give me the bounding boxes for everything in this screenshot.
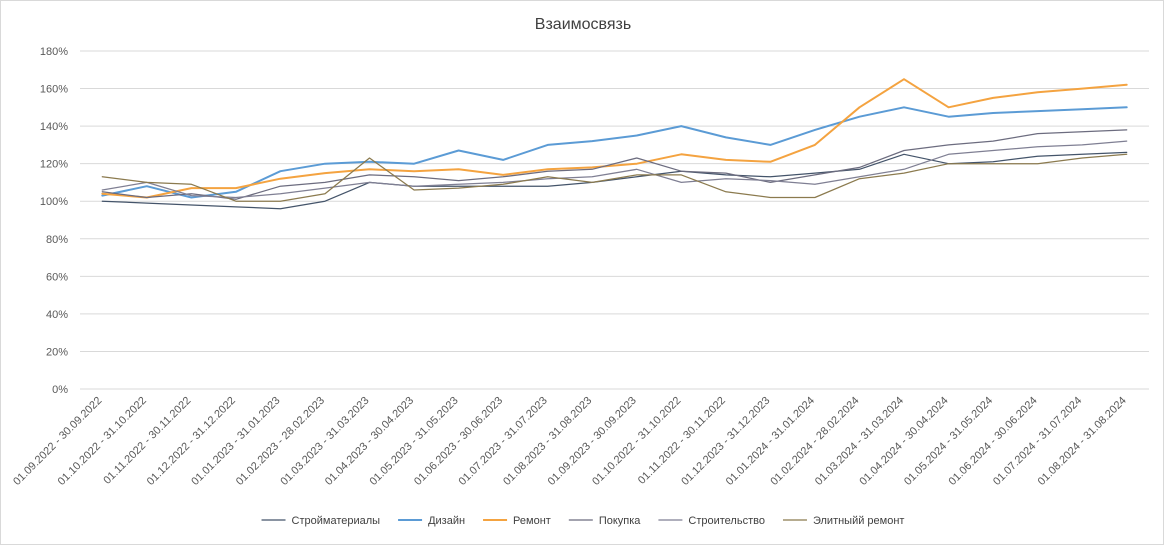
- x-tick-label: 01.02.2024 - 28.02.2024: [768, 395, 861, 488]
- y-tick-label: 20%: [46, 346, 68, 358]
- y-axis-ticks: 0% 20% 40% 60% 80% 100% 120% 140% 160% 180%: [40, 46, 68, 396]
- x-tick-label: 01.11.2022 - 30.11.2022: [636, 395, 728, 487]
- x-tick-label: 01.07.2023 - 31.07.2023: [457, 395, 550, 488]
- x-tick-label: 01.11.2022 - 30.11.2022: [101, 395, 193, 487]
- series-line: [101, 129, 1128, 200]
- series-line: [101, 151, 1128, 210]
- x-tick-label: 01.01.2024 - 31.01.2024: [724, 395, 817, 488]
- x-tick-label: 01.04.2023 - 30.04.2023: [323, 395, 416, 488]
- gridlines: [80, 50, 1149, 390]
- y-tick-label: 0%: [52, 384, 68, 396]
- y-tick-label: 180%: [40, 46, 68, 58]
- x-tick-label: 01.08.2023 - 31.08.2023: [501, 395, 594, 488]
- legend-label: Строительство: [688, 515, 765, 527]
- legend: Стройматериалы Дизайн Ремонт Покупка Строите…: [261, 515, 905, 527]
- series-line: [101, 140, 1128, 199]
- y-tick-label: 60%: [46, 271, 68, 283]
- y-tick-label: 120%: [40, 159, 68, 171]
- x-tick-label: 01.09.2022 - 30.09.2022: [11, 395, 104, 488]
- x-tick-label: 01.05.2024 - 31.05.2024: [902, 395, 995, 488]
- series-line: [101, 153, 1128, 202]
- x-tick-label: 01.12.2023 - 31.12.2023: [679, 395, 772, 488]
- x-tick-label: 01.09.2023 - 30.09.2023: [546, 395, 639, 488]
- x-tick-label: 01.12.2022 - 31.12.2022: [145, 395, 238, 488]
- x-tick-label: 01.07.2024 - 31.07.2024: [991, 395, 1084, 488]
- legend-label: Покупка: [599, 515, 641, 527]
- chart-title: Взаимосвязь: [535, 16, 631, 33]
- x-tick-label: 01.10.2022 - 31.10.2022: [56, 395, 149, 488]
- x-tick-label: 01.05.2023 - 31.05.2023: [367, 395, 460, 488]
- y-tick-label: 80%: [46, 234, 68, 246]
- legend-label: Стройматериалы: [292, 515, 381, 527]
- x-tick-label: 01.10.2022 - 31.10.2022: [590, 395, 683, 488]
- legend-label: Дизайн: [428, 515, 465, 527]
- y-tick-label: 100%: [40, 196, 68, 208]
- legend-label: Элитныйй ремонт: [813, 515, 905, 527]
- y-tick-label: 140%: [40, 121, 68, 133]
- x-tick-label: 01.06.2023 - 30.06.2023: [412, 395, 505, 488]
- x-tick-label: 01.04.2024 - 30.04.2024: [857, 395, 950, 488]
- x-tick-label: 01.08.2024 - 31.08.2024: [1036, 395, 1129, 488]
- y-tick-label: 40%: [46, 309, 68, 321]
- y-tick-label: 160%: [40, 84, 68, 96]
- x-tick-label: 01.02.2023 - 28.02.2023: [234, 395, 327, 488]
- series-lines: [101, 78, 1128, 210]
- x-tick-label: 01.03.2024 - 31.03.2024: [813, 395, 906, 488]
- x-tick-label: 01.06.2024 - 30.06.2024: [947, 395, 1040, 488]
- x-tick-label: 01.01.2023 - 31.01.2023: [189, 395, 282, 488]
- series-line: [101, 106, 1128, 199]
- series-line: [101, 78, 1128, 199]
- x-tick-label: 01.03.2023 - 31.03.2023: [278, 395, 371, 488]
- legend-label: Ремонт: [513, 515, 551, 527]
